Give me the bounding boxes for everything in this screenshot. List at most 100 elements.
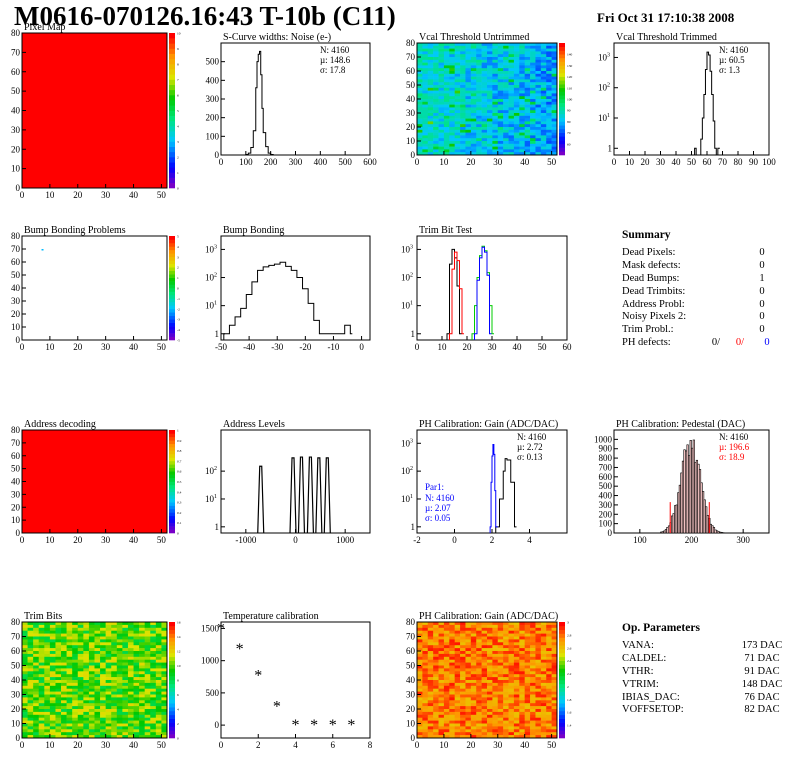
- heatmap-cell: [465, 93, 472, 97]
- heatmap-cell: [508, 62, 515, 66]
- heatmap-cell: [44, 633, 51, 637]
- heatmap-cell: [417, 51, 423, 55]
- heatmap-cell: [465, 79, 472, 83]
- heatmap-cell: [139, 732, 145, 736]
- heatmap-cell: [503, 697, 509, 701]
- heatmap-cell: [524, 624, 531, 629]
- heatmap-cell: [427, 671, 434, 675]
- heatmap-cell: [443, 622, 450, 626]
- heatmap-cell: [72, 642, 79, 646]
- heatmap-cell: [422, 651, 429, 655]
- color-scale-tick: 6: [177, 693, 179, 697]
- heatmap-cell: [465, 636, 472, 640]
- heatmap-cell: [44, 645, 51, 649]
- heatmap-cell: [161, 659, 168, 663]
- heatmap-cell: [111, 653, 118, 658]
- heatmap-cell: [487, 118, 493, 122]
- heatmap-cell: [530, 700, 536, 704]
- heatmap-cell: [460, 651, 466, 655]
- heatmap-cell: [508, 51, 515, 55]
- heatmap-cell: [465, 76, 472, 80]
- heatmap-cell: [530, 99, 536, 103]
- heatmap-cell: [105, 677, 112, 681]
- heatmap-cell: [433, 43, 439, 47]
- color-scale-bin: [559, 91, 565, 96]
- heatmap-cell: [422, 101, 429, 105]
- heatmap-cell: [476, 87, 482, 91]
- heatmap-cell: [443, 659, 450, 663]
- heatmap-cell: [503, 622, 509, 626]
- heatmap-cell: [61, 677, 67, 681]
- heatmap-cell: [546, 79, 552, 83]
- heatmap-cell: [61, 732, 67, 736]
- heatmap-cell: [470, 62, 477, 66]
- heatmap-cell: [438, 79, 445, 83]
- heatmap-cell: [150, 685, 157, 689]
- heatmap-cell: [417, 639, 423, 643]
- heatmap-cell: [139, 645, 145, 649]
- summary-row: Dead Bumps: 1: [622, 272, 765, 284]
- y-tick-label: 0: [16, 183, 21, 193]
- heatmap-cell: [530, 141, 536, 145]
- heatmap-cell: [427, 694, 434, 698]
- color-scale-bin: [169, 519, 175, 523]
- heatmap-cell: [503, 99, 509, 103]
- heatmap-cell: [100, 694, 106, 698]
- heatmap-cell: [465, 71, 472, 75]
- heatmap-cell: [427, 104, 434, 108]
- heatmap-cell: [83, 732, 90, 736]
- heatmap-cell: [470, 645, 477, 649]
- heatmap-cell: [465, 726, 472, 730]
- heatmap-cell: [133, 624, 140, 629]
- heatmap-cell: [524, 636, 531, 640]
- heatmap-cell: [519, 113, 525, 117]
- heatmap-cell: [49, 691, 56, 695]
- chart-title: Temperature calibration: [223, 611, 319, 622]
- y-tick-label: 200: [599, 509, 613, 519]
- heatmap-cell: [519, 651, 525, 655]
- summary-row: Address Probl: 0: [622, 298, 765, 310]
- y-tick-label: 40: [11, 675, 21, 685]
- heatmap-cell: [454, 697, 461, 701]
- heatmap-cell: [66, 706, 73, 710]
- heatmap-cell: [476, 651, 482, 655]
- heatmap-cell: [492, 135, 499, 139]
- heatmap-cell: [433, 665, 439, 669]
- color-scale-bin: [169, 491, 175, 496]
- heatmap-cell: [546, 651, 552, 655]
- heatmap-cell: [487, 146, 493, 150]
- color-scale-bin: [559, 710, 565, 716]
- heatmap-cell: [427, 642, 434, 646]
- color-scale: [169, 430, 175, 534]
- heatmap-cell: [77, 622, 84, 626]
- heatmap-cell: [61, 682, 67, 687]
- heatmap-cell: [481, 76, 488, 80]
- y-tick-label: 100: [599, 519, 613, 529]
- heatmap-cell: [77, 709, 84, 713]
- heatmap-cell: [438, 115, 445, 119]
- heatmap-cell: [94, 729, 101, 733]
- heatmap-cell: [100, 729, 106, 733]
- heatmap-cell: [433, 59, 439, 63]
- heatmap-cell: [105, 665, 112, 669]
- stats-line: σ: 17.8: [320, 65, 346, 75]
- heatmap-cell: [530, 76, 536, 80]
- heatmap-cell: [551, 622, 558, 626]
- heatmap-cell: [443, 703, 450, 707]
- y-tick-label: 10: [11, 719, 21, 729]
- heatmap-cell: [105, 630, 112, 634]
- heatmap-cell: [422, 124, 429, 128]
- heatmap-cell: [22, 662, 28, 666]
- color-scale-tick: 2: [177, 722, 179, 726]
- heatmap-cell: [454, 141, 461, 145]
- heatmap-cell: [144, 674, 151, 678]
- heatmap-cell: [111, 633, 118, 637]
- x-tick-label: -40: [243, 342, 255, 352]
- heatmap-cell: [33, 665, 40, 669]
- heatmap-cell: [470, 656, 477, 660]
- x-tick-label: 60: [563, 342, 573, 352]
- heatmap-cell: [540, 104, 547, 108]
- heatmap-cell: [72, 685, 79, 689]
- heatmap-cell: [127, 624, 134, 629]
- heatmap-cell: [546, 671, 552, 675]
